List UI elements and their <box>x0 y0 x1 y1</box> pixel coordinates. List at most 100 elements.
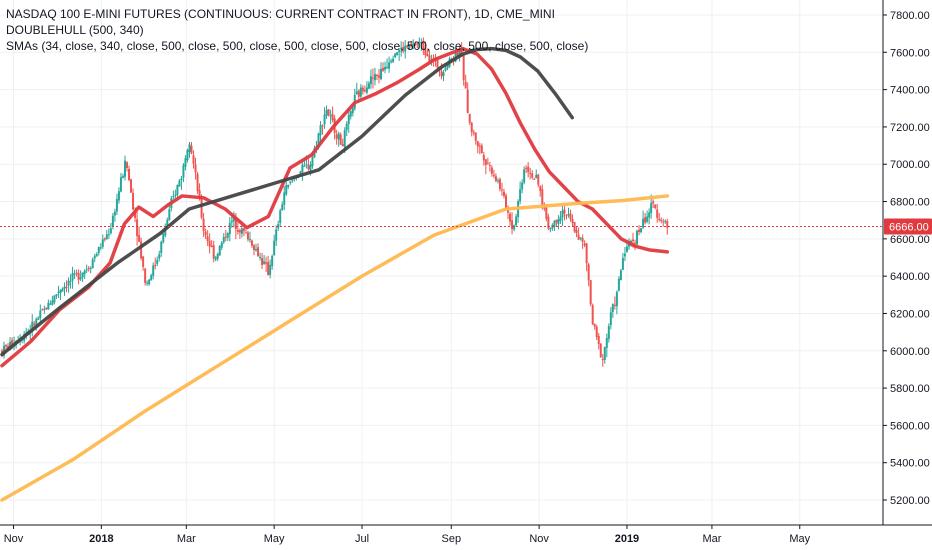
candle <box>269 259 272 279</box>
candle <box>599 343 602 358</box>
candle <box>230 216 233 228</box>
candle <box>494 173 497 183</box>
candle <box>533 177 536 180</box>
candle <box>621 252 624 271</box>
candle <box>648 208 651 225</box>
candle <box>128 165 131 182</box>
candle <box>289 181 292 185</box>
candle <box>359 84 362 100</box>
candle <box>101 234 104 249</box>
candle <box>267 255 270 276</box>
candle <box>561 205 564 226</box>
y-tick-label: 7000.00 <box>890 159 930 171</box>
candle <box>69 273 72 289</box>
x-tick-label: 2019 <box>615 533 639 545</box>
candle <box>91 257 94 269</box>
y-tick-label: 7800.00 <box>890 10 930 22</box>
candle <box>363 85 366 93</box>
candle <box>39 304 42 323</box>
candle <box>442 69 445 82</box>
candle <box>77 269 80 285</box>
candle <box>232 211 235 228</box>
candle <box>392 55 395 64</box>
candle <box>396 51 399 56</box>
candle <box>331 106 334 123</box>
candle <box>37 316 40 320</box>
candle <box>619 268 622 281</box>
candle <box>142 255 145 271</box>
candle <box>224 230 227 242</box>
candle <box>75 269 78 277</box>
candle <box>174 189 177 199</box>
x-tick-label: Sep <box>441 533 461 545</box>
price-axis[interactable]: 5200.00 5400.00 5600.00 5800.00 6000.00 6200.… <box>883 10 930 507</box>
candle <box>339 132 342 145</box>
candle <box>400 41 403 57</box>
candle <box>107 228 110 239</box>
x-tick-label: Mar <box>702 533 721 545</box>
candle <box>194 157 197 180</box>
candle <box>279 208 282 227</box>
candle <box>41 308 44 311</box>
candle <box>446 64 449 71</box>
candle <box>464 74 467 89</box>
candle <box>656 203 659 223</box>
candle <box>172 190 175 200</box>
candle <box>132 188 135 211</box>
candle <box>253 244 255 256</box>
candle <box>45 307 48 310</box>
candle <box>579 237 582 241</box>
candle <box>654 204 657 210</box>
candle <box>517 199 520 223</box>
candle <box>49 300 52 306</box>
candle <box>214 255 217 262</box>
candle <box>59 289 62 301</box>
y-tick-label: 6200.00 <box>890 308 930 320</box>
candle <box>321 124 324 135</box>
candle <box>140 237 143 261</box>
candle <box>144 267 147 286</box>
candle <box>95 252 98 257</box>
candle <box>73 269 76 280</box>
candle <box>377 68 380 84</box>
candle <box>115 193 118 215</box>
candle <box>261 252 264 270</box>
candle <box>89 266 92 274</box>
candle <box>462 54 465 86</box>
candle <box>154 257 157 270</box>
y-tick-label: 6800.00 <box>890 197 930 209</box>
candle <box>325 105 328 119</box>
candle <box>158 250 161 262</box>
candle <box>559 211 562 224</box>
candle <box>498 177 501 192</box>
time-axis[interactable]: Nov 2018 Mar May Jul Sep Nov 2019 Mar May <box>4 525 811 545</box>
candle <box>71 266 74 289</box>
candle <box>250 239 253 248</box>
candle <box>335 129 338 145</box>
candle <box>212 240 215 263</box>
candle <box>263 254 266 265</box>
candle <box>176 184 179 199</box>
candle <box>248 231 251 243</box>
candle <box>178 179 181 187</box>
candle <box>162 233 165 244</box>
candle <box>662 218 665 227</box>
candle <box>337 131 340 147</box>
indicator-line <box>0 194 670 502</box>
candle <box>67 277 70 293</box>
candle <box>482 151 485 166</box>
candle <box>638 225 641 236</box>
candle <box>573 222 576 233</box>
candle <box>414 41 417 46</box>
candle <box>242 227 245 237</box>
candle <box>605 333 608 358</box>
candle <box>152 262 155 280</box>
candle <box>184 155 187 171</box>
candle <box>355 82 358 95</box>
candle <box>569 209 572 222</box>
candle <box>408 43 411 50</box>
candle <box>623 246 626 262</box>
candle <box>553 220 556 231</box>
candle <box>206 230 209 246</box>
